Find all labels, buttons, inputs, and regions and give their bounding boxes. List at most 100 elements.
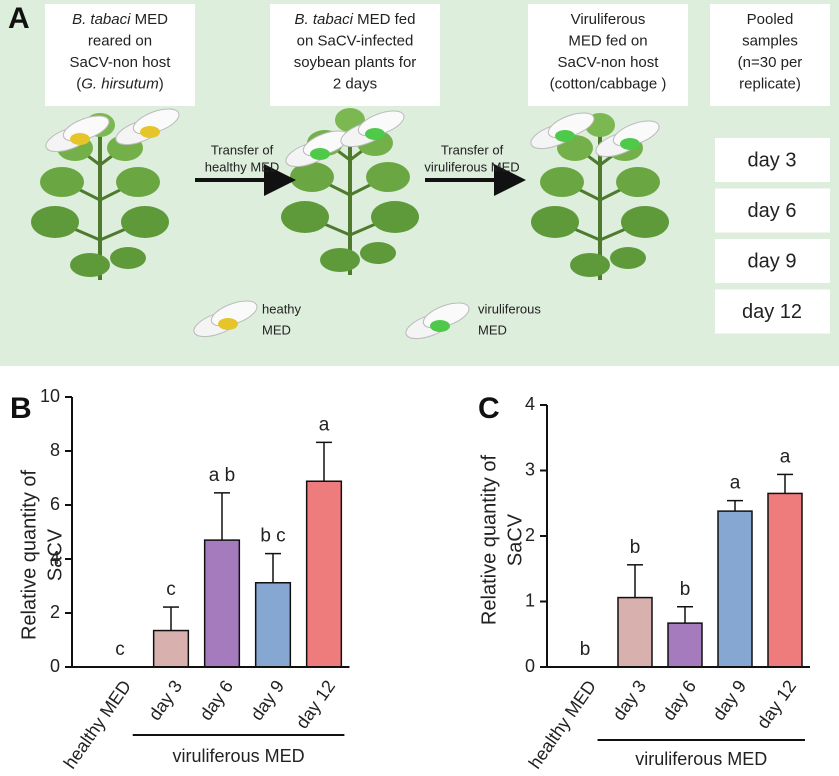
text-segment: G. hirsutum bbox=[81, 75, 159, 92]
bar bbox=[305, 480, 343, 668]
significance-letter: a b bbox=[209, 465, 235, 486]
significance-letter: c bbox=[115, 639, 125, 660]
legend-label: heathy bbox=[262, 301, 302, 316]
group-label: viruliferous MED bbox=[635, 749, 767, 769]
text-segment: SaCV-non host bbox=[558, 54, 660, 71]
box-text: Viruliferous bbox=[571, 11, 646, 28]
y-tick-label: 3 bbox=[525, 459, 535, 479]
box-text: (G. hirsutum) bbox=[76, 75, 164, 92]
text-segment: reared on bbox=[88, 32, 152, 49]
error-bar bbox=[316, 441, 332, 482]
significance-letter: a bbox=[780, 446, 791, 467]
day-box bbox=[715, 138, 830, 182]
day-label: day 3 bbox=[748, 149, 797, 171]
box-text: SaCV-non host bbox=[558, 54, 660, 71]
bar bbox=[717, 510, 753, 668]
x-tick-label: healthy MED bbox=[525, 677, 600, 773]
y-tick-label: 10 bbox=[40, 386, 60, 406]
text-segment: ( bbox=[76, 75, 81, 92]
info-box bbox=[710, 4, 830, 106]
panel-label: B bbox=[10, 392, 32, 425]
text-segment: MED fed on bbox=[568, 32, 647, 49]
bar bbox=[767, 492, 803, 668]
y-tick-label: 0 bbox=[50, 656, 60, 676]
significance-letter: a bbox=[319, 414, 330, 435]
y-tick-label: 8 bbox=[50, 440, 60, 460]
bar bbox=[617, 596, 653, 668]
box-text: (cotton/cabbage ) bbox=[550, 75, 667, 92]
box-text: SaCV-non host bbox=[70, 54, 172, 71]
x-tick-label: day 3 bbox=[609, 677, 651, 725]
box-text: B. tabaci MED fed bbox=[295, 11, 416, 28]
error-bar bbox=[677, 605, 693, 624]
box-text: B. tabaci MED bbox=[72, 11, 168, 28]
text-segment: (cotton/cabbage ) bbox=[550, 75, 667, 92]
day-box bbox=[715, 239, 830, 283]
y-axis-title: Relative quantity of bbox=[478, 455, 500, 626]
significance-letter: b bbox=[580, 639, 591, 660]
y-tick-label: 6 bbox=[50, 494, 60, 514]
legend-label: viruliferous bbox=[478, 301, 541, 316]
error-bar bbox=[265, 552, 281, 583]
box-text: samples bbox=[742, 32, 798, 49]
y-tick-label: 2 bbox=[525, 525, 535, 545]
significance-letter: b bbox=[630, 537, 641, 558]
box-text: on SaCV-infected bbox=[297, 32, 414, 49]
day-label: day 12 bbox=[742, 301, 802, 323]
y-axis-title: SaCV bbox=[44, 528, 66, 581]
box-text: reared on bbox=[88, 32, 152, 49]
error-bar bbox=[163, 606, 179, 631]
text-segment: (n=30 per bbox=[738, 54, 803, 71]
text-segment: B. tabaci bbox=[72, 11, 131, 28]
y-axis-title: Relative quantity of bbox=[18, 470, 40, 641]
x-tick-label: day 9 bbox=[247, 677, 289, 725]
bar bbox=[254, 582, 292, 668]
error-bar bbox=[214, 492, 230, 541]
legend-label: MED bbox=[478, 322, 507, 337]
info-box bbox=[270, 4, 440, 106]
text-segment: soybean plants for bbox=[294, 54, 417, 71]
box-text: soybean plants for bbox=[294, 54, 417, 71]
x-tick-label: day 12 bbox=[292, 677, 339, 733]
text-segment: Viruliferous bbox=[571, 11, 646, 28]
significance-letter: b bbox=[680, 579, 691, 600]
arrow-label: viruliferous MED bbox=[424, 159, 519, 174]
y-tick-label: 4 bbox=[525, 394, 535, 414]
text-segment: on SaCV-infected bbox=[297, 32, 414, 49]
info-box bbox=[45, 4, 195, 106]
x-tick-label: day 3 bbox=[145, 677, 187, 725]
bar bbox=[152, 629, 190, 668]
significance-letter: c bbox=[166, 579, 176, 600]
x-tick-label: day 12 bbox=[753, 677, 800, 733]
error-bar bbox=[627, 564, 643, 598]
y-tick-label: 2 bbox=[50, 602, 60, 622]
bar bbox=[667, 622, 703, 668]
text-segment: 2 days bbox=[333, 75, 377, 92]
text-segment: Pooled bbox=[747, 11, 794, 28]
day-box bbox=[715, 289, 830, 334]
x-tick-label: healthy MED bbox=[60, 677, 135, 773]
x-tick-label: day 6 bbox=[659, 677, 701, 725]
error-bar bbox=[727, 499, 743, 512]
text-segment: B. tabaci bbox=[295, 11, 354, 28]
text-segment: ) bbox=[159, 75, 164, 92]
day-label: day 9 bbox=[748, 250, 797, 272]
error-bar bbox=[777, 473, 793, 494]
box-text: Pooled bbox=[747, 11, 794, 28]
y-tick-label: 1 bbox=[525, 590, 535, 610]
text-segment: SaCV-non host bbox=[70, 54, 172, 71]
significance-letter: b c bbox=[260, 526, 285, 547]
day-label: day 6 bbox=[748, 200, 797, 222]
box-text: MED fed on bbox=[568, 32, 647, 49]
panel-label: C bbox=[478, 392, 500, 425]
panel-label: A bbox=[8, 2, 30, 35]
day-box bbox=[715, 188, 830, 233]
x-tick-label: day 9 bbox=[709, 677, 751, 725]
arrow-label: Transfer of bbox=[211, 142, 274, 157]
bar bbox=[203, 539, 241, 668]
box-text: 2 days bbox=[333, 75, 377, 92]
y-tick-label: 4 bbox=[50, 548, 60, 568]
box-text: replicate) bbox=[739, 75, 801, 92]
x-tick-label: day 6 bbox=[196, 677, 238, 725]
